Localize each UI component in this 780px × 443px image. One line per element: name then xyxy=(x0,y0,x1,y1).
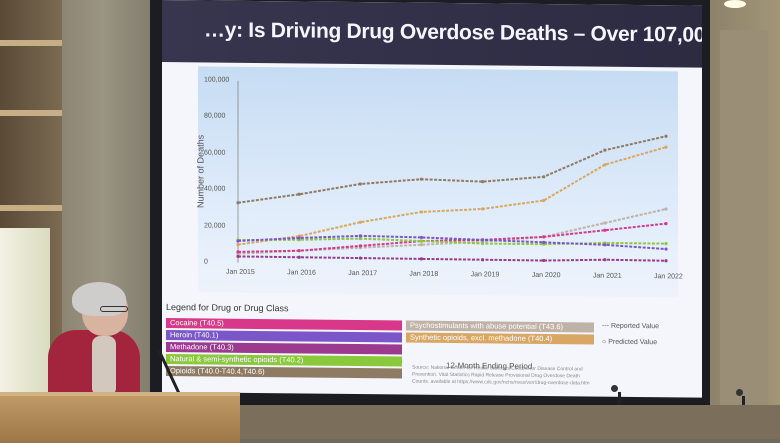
data-point xyxy=(358,220,362,224)
shelf xyxy=(0,40,62,46)
legend-entry: Psychostimulants with abuse potential (T… xyxy=(406,320,594,333)
data-point xyxy=(236,239,240,243)
data-point xyxy=(236,242,240,247)
data-point xyxy=(603,163,607,167)
data-point xyxy=(542,175,546,179)
series-line xyxy=(237,255,667,262)
data-point xyxy=(419,257,424,261)
microphone-head xyxy=(736,389,743,396)
data-point xyxy=(603,221,607,225)
legend-title: Legend for Drug or Drug Class xyxy=(166,302,289,314)
data-point xyxy=(603,258,607,262)
data-point xyxy=(480,258,485,262)
legend-predicted: ○ Predicted Value xyxy=(602,338,658,347)
data-point xyxy=(480,238,485,242)
source-note: Source: National Center for Health Stati… xyxy=(412,364,590,387)
line-chart xyxy=(236,80,668,263)
data-point xyxy=(664,134,668,138)
microphone-head xyxy=(611,385,618,392)
window xyxy=(0,228,50,408)
chart-area: Number of Deaths 100,000 80,000 60,000 40,0… xyxy=(196,66,683,371)
data-point xyxy=(297,236,301,240)
data-point xyxy=(419,239,424,243)
legend-entry: Natural & semi-synthetic opioids (T40.2) xyxy=(166,354,402,367)
shelf xyxy=(0,205,62,211)
series-line xyxy=(237,237,666,246)
data-point xyxy=(542,240,546,244)
data-point xyxy=(664,221,668,226)
data-point xyxy=(480,207,485,211)
speaker-glasses xyxy=(100,306,128,312)
podium xyxy=(0,392,240,443)
legend-entry: Synthetic opioids, excl. methadone (T40.… xyxy=(406,332,594,345)
data-point xyxy=(664,242,668,246)
data-point xyxy=(664,247,668,251)
data-point xyxy=(664,145,668,149)
data-point xyxy=(358,256,362,260)
legend-entry: Cocaine (T40.5) xyxy=(166,318,402,331)
data-point xyxy=(419,177,424,181)
data-point xyxy=(603,243,607,247)
legend-entry: Opioids (T40.0-T40.4,T40.6) xyxy=(166,366,402,379)
data-point xyxy=(358,236,362,241)
series-line xyxy=(237,135,667,204)
data-point xyxy=(664,207,668,211)
speaker-scarf xyxy=(92,336,116,396)
data-point xyxy=(480,241,485,246)
slide-title: …y: Is Driving Drug Overdose Deaths – Ov… xyxy=(204,18,702,47)
right-pillar xyxy=(720,30,768,410)
data-point xyxy=(664,259,668,263)
series-line xyxy=(237,146,667,246)
data-point xyxy=(480,180,485,184)
data-point xyxy=(542,235,546,239)
data-point xyxy=(236,201,240,205)
speaker-hair xyxy=(72,282,126,316)
data-point xyxy=(297,255,301,259)
dash-icon: --- xyxy=(602,322,611,330)
table-edge xyxy=(240,405,780,439)
series-line xyxy=(237,234,667,251)
legend-entry: Methadone (T40.3) xyxy=(166,342,402,355)
data-point xyxy=(297,249,301,253)
data-point xyxy=(236,250,240,254)
shelf xyxy=(0,110,62,116)
data-point xyxy=(358,182,362,186)
ceiling-light xyxy=(724,0,746,8)
slide-title-bar: …y: Is Driving Drug Overdose Deaths – Ov… xyxy=(162,0,702,68)
legend-reported: --- Reported Value xyxy=(602,322,660,331)
data-point xyxy=(542,258,546,263)
data-point xyxy=(603,228,607,232)
series-line xyxy=(237,222,667,253)
data-point xyxy=(297,192,301,196)
data-point xyxy=(542,198,546,203)
legend-entry: Heroin (T40.1) xyxy=(166,330,402,343)
data-point xyxy=(603,148,607,152)
data-point xyxy=(419,210,424,214)
data-point xyxy=(419,235,424,240)
data-point xyxy=(358,234,362,238)
data-point xyxy=(236,254,240,259)
projected-slide: …y: Is Driving Drug Overdose Deaths – Ov… xyxy=(162,0,702,398)
data-point xyxy=(358,244,362,248)
data-point xyxy=(419,243,424,247)
